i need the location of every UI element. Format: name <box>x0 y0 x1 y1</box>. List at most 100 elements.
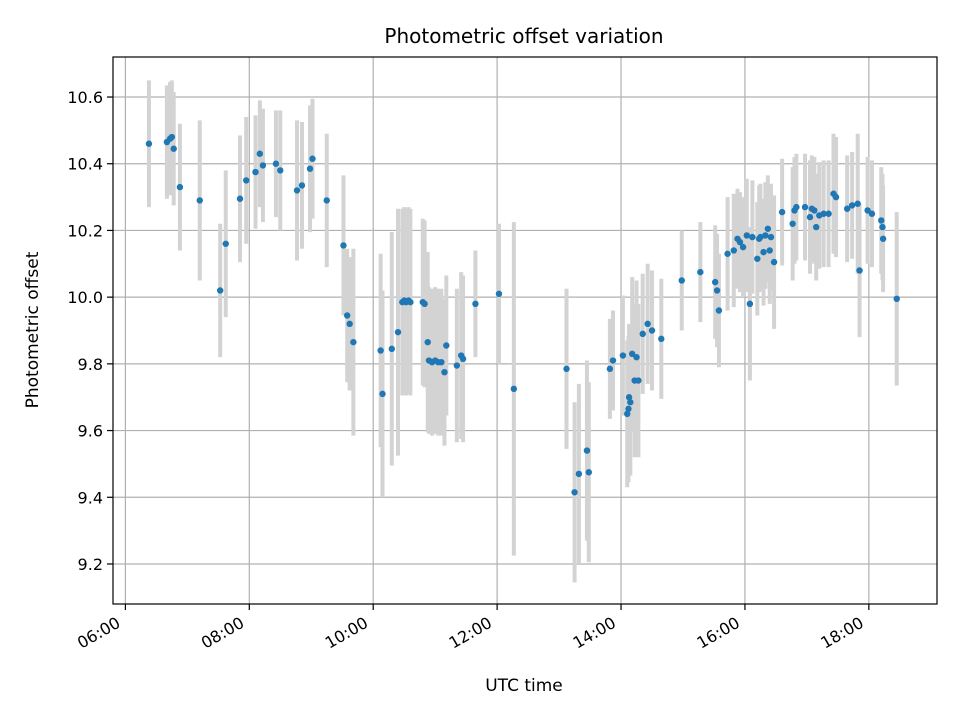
data-point <box>812 223 820 231</box>
y-tick-label: 9.6 <box>78 422 103 441</box>
data-point <box>145 140 153 147</box>
y-tick-label: 9.2 <box>78 555 103 574</box>
data-point <box>724 250 731 257</box>
data-point <box>811 207 818 214</box>
data-point <box>715 307 723 314</box>
data-point <box>277 167 284 174</box>
data-point <box>168 133 176 141</box>
data-point <box>848 202 856 209</box>
data-point <box>678 277 685 284</box>
data-point <box>749 233 756 241</box>
data-point <box>625 394 633 401</box>
data-point <box>323 197 330 204</box>
data-point <box>176 183 184 191</box>
data-point <box>472 300 479 308</box>
y-axis: 9.2 9.4 9.6 9.8 10.0 10.2 10.4 10.6 <box>67 88 113 574</box>
y-tick-label: 10.0 <box>67 288 103 307</box>
data-point <box>340 242 347 249</box>
y-axis-title: Photometric offset <box>23 251 43 408</box>
data-point <box>644 320 651 328</box>
data-point <box>746 300 754 308</box>
data-point <box>757 233 764 241</box>
data-point <box>832 193 840 201</box>
data-point <box>510 385 518 393</box>
data-point <box>806 213 814 221</box>
data-point <box>379 390 386 398</box>
data-point <box>820 210 827 217</box>
data-point <box>306 165 314 172</box>
data-point <box>443 342 450 349</box>
data-point <box>893 295 900 303</box>
data-point <box>627 399 634 406</box>
data-point <box>495 290 503 298</box>
data-point <box>421 300 428 308</box>
data-point <box>825 210 832 217</box>
data-point <box>625 405 632 413</box>
data-point <box>606 365 614 373</box>
data-point <box>216 287 224 294</box>
data-point <box>196 197 203 204</box>
data-point <box>309 155 316 162</box>
data-point <box>628 350 636 358</box>
data-point <box>243 177 250 184</box>
y-tick-label: 10.4 <box>67 155 103 174</box>
data-point <box>252 168 259 176</box>
data-point <box>864 207 871 214</box>
data-point <box>441 368 448 376</box>
data-point <box>624 410 631 418</box>
data-point <box>377 347 384 354</box>
data-point <box>648 327 656 334</box>
data-point <box>609 357 617 364</box>
data-point <box>256 150 264 157</box>
data-point <box>293 187 301 194</box>
data-point <box>879 223 886 231</box>
data-point <box>635 377 642 384</box>
x-axis-title: UTC time <box>485 676 563 696</box>
data-point <box>222 240 229 247</box>
data-point <box>760 248 767 256</box>
chart-title: Photometric offset variation <box>384 24 663 48</box>
data-point <box>736 238 744 246</box>
data-point <box>453 362 461 369</box>
data-point <box>697 268 704 276</box>
data-point <box>762 232 769 239</box>
data-point <box>571 489 578 496</box>
plot-frame <box>112 56 938 605</box>
y-tick-label: 10.2 <box>67 221 103 240</box>
data-point <box>298 182 306 189</box>
data-point <box>801 203 809 211</box>
data-point <box>764 225 772 232</box>
data-point <box>843 205 851 212</box>
data-point <box>770 258 778 266</box>
data-point <box>619 352 627 359</box>
data-point <box>739 243 747 251</box>
data-point <box>272 160 280 167</box>
data-point <box>350 338 357 346</box>
data-point <box>793 203 800 211</box>
data-point <box>730 247 737 254</box>
data-point <box>583 447 591 454</box>
data-point <box>767 233 775 241</box>
data-point <box>459 355 467 363</box>
data-point <box>236 195 244 202</box>
y-tick-label: 10.6 <box>67 88 103 107</box>
data-point <box>259 162 267 169</box>
data-point <box>658 335 665 343</box>
data-point <box>879 235 887 242</box>
data-point <box>713 287 721 294</box>
data-point <box>854 200 861 207</box>
data-points <box>145 133 900 496</box>
data-point <box>170 145 177 152</box>
data-point <box>639 330 646 338</box>
data-point <box>712 278 719 286</box>
data-point <box>346 320 353 328</box>
data-point <box>856 267 863 274</box>
data-point <box>754 255 761 262</box>
data-point <box>394 328 402 336</box>
data-point <box>407 298 414 306</box>
y-tick-label: 9.4 <box>78 488 103 507</box>
data-point <box>878 217 885 224</box>
y-tick-label: 9.8 <box>78 355 103 374</box>
